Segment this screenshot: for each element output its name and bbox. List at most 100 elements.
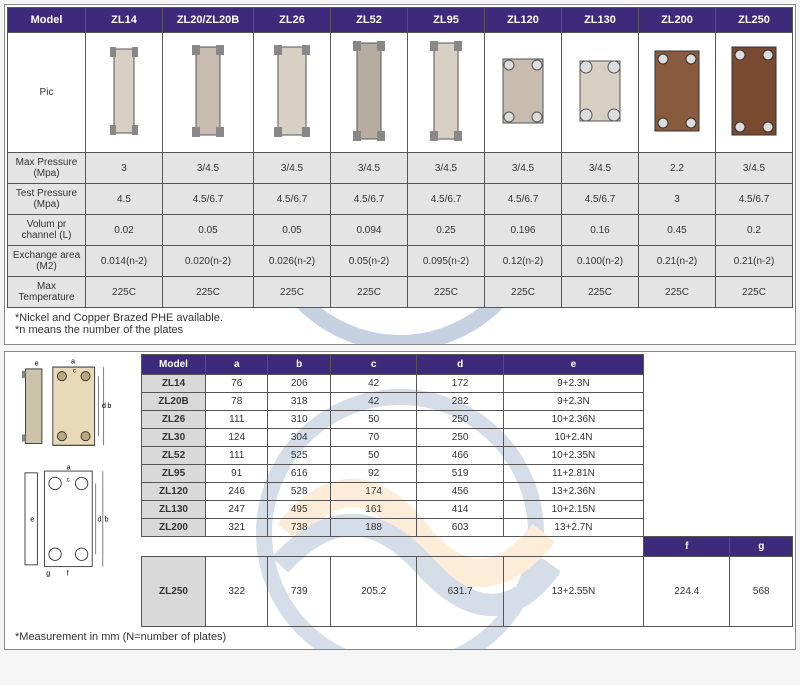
cell: 4.5/6.7 — [715, 184, 792, 215]
cell: 3/4.5 — [561, 153, 638, 184]
table-row: ZL20B78318422829+2.3N — [142, 393, 793, 411]
svg-text:e: e — [35, 358, 39, 367]
cell: 3/4.5 — [330, 153, 407, 184]
svg-text:d: d — [98, 517, 102, 524]
cell: 42 — [330, 375, 416, 393]
svg-text:a: a — [71, 358, 76, 365]
cell: 0.026(n-2) — [253, 246, 330, 277]
cell: 225C — [330, 277, 407, 308]
table-row: Max Temperature225C225C225C225C225C225C2… — [8, 277, 793, 308]
col-zl120: ZL120 — [484, 8, 561, 33]
cell: 4.5/6.7 — [253, 184, 330, 215]
heat-exchanger-icon — [266, 41, 318, 141]
cell: 3/4.5 — [715, 153, 792, 184]
cell: 2.2 — [638, 153, 715, 184]
svg-text:e: e — [30, 517, 34, 524]
spec-header-row: Model ZL14 ZL20/ZL20B ZL26 ZL52 ZL95 ZL1… — [8, 8, 793, 33]
svg-text:b: b — [107, 401, 111, 410]
cell: 10+2.36N — [503, 411, 643, 429]
cell: 10+2.35N — [503, 447, 643, 465]
col-zl200: ZL200 — [638, 8, 715, 33]
cell: 631.7 — [417, 557, 503, 627]
cell: 4.5/6.7 — [561, 184, 638, 215]
cell: 4.5/6.7 — [484, 184, 561, 215]
cell: 78 — [206, 393, 268, 411]
dim-col-g: g — [730, 537, 793, 557]
dim-model: ZL20B — [142, 393, 206, 411]
cell: 92 — [330, 465, 416, 483]
cell: 456 — [417, 483, 503, 501]
cell: 111 — [206, 447, 268, 465]
heat-exchanger-icon — [420, 41, 472, 141]
cell: 247 — [206, 501, 268, 519]
cell: 42 — [330, 393, 416, 411]
cell: 50 — [330, 447, 416, 465]
svg-text:g: g — [46, 570, 50, 577]
cell: 0.05 — [253, 215, 330, 246]
dim-header-row: Model a b c d e — [142, 355, 793, 375]
col-zl14: ZL14 — [86, 8, 163, 33]
cell: 3/4.5 — [253, 153, 330, 184]
cell: 13+2.7N — [503, 519, 643, 537]
cell: 0.25 — [407, 215, 484, 246]
row-label: Exchange area (M2) — [8, 246, 86, 277]
dimension-diagrams: e a c d b a c d b g f e — [7, 354, 137, 583]
cell: 3 — [86, 153, 163, 184]
dim-col-model: Model — [142, 355, 206, 375]
cell: 13+2.55N — [503, 557, 643, 627]
cell: 0.16 — [561, 215, 638, 246]
cell: 0.05 — [163, 215, 254, 246]
cell: 3/4.5 — [163, 153, 254, 184]
table-row: ZL261113105025010+2.36N — [142, 411, 793, 429]
cell: 0.45 — [638, 215, 715, 246]
cell: 0.21(n-2) — [715, 246, 792, 277]
cell: 172 — [417, 375, 503, 393]
table-row: ZL13024749516141410+2.15N — [142, 501, 793, 519]
cell: 3/4.5 — [484, 153, 561, 184]
heat-exchanger-icon — [343, 41, 395, 141]
cell: 528 — [268, 483, 330, 501]
cell: 250 — [417, 429, 503, 447]
dim-model: ZL250 — [142, 557, 206, 627]
cell: 111 — [206, 411, 268, 429]
cell: 414 — [417, 501, 503, 519]
dim-col-d: d — [417, 355, 503, 375]
table-row: ZL521115255046610+2.35N — [142, 447, 793, 465]
table-row: Exchange area (M2)0.014(n-2)0.020(n-2)0.… — [8, 246, 793, 277]
heat-exchanger-icon — [497, 41, 549, 141]
cell: 250 — [417, 411, 503, 429]
cell: 206 — [268, 375, 330, 393]
dim-col-a: a — [206, 355, 268, 375]
cell: 0.095(n-2) — [407, 246, 484, 277]
heat-exchanger-icon — [98, 41, 150, 141]
cell: 161 — [330, 501, 416, 519]
cell: 304 — [268, 429, 330, 447]
heat-exchanger-icon — [651, 41, 703, 141]
cell: 246 — [206, 483, 268, 501]
table-row: ZL95916169251911+2.81N — [142, 465, 793, 483]
cell: 9+2.3N — [503, 393, 643, 411]
table-row: ZL1476206421729+2.3N — [142, 375, 793, 393]
cell: 174 — [330, 483, 416, 501]
cell: 0.21(n-2) — [638, 246, 715, 277]
spec-table: Model ZL14 ZL20/ZL20B ZL26 ZL52 ZL95 ZL1… — [7, 7, 793, 308]
pic-zl95 — [407, 33, 484, 153]
dim-col-c: c — [330, 355, 416, 375]
dim-col-b: b — [268, 355, 330, 375]
row-label: Volum pr channel (L) — [8, 215, 86, 246]
cell: 4.5/6.7 — [407, 184, 484, 215]
pic-zl26 — [253, 33, 330, 153]
svg-text:b: b — [105, 517, 109, 524]
dim-model: ZL120 — [142, 483, 206, 501]
cell: 10+2.15N — [503, 501, 643, 519]
cell: 76 — [206, 375, 268, 393]
note-1: Nickel and Copper Brazed PHE available. — [15, 312, 785, 324]
col-zl26: ZL26 — [253, 8, 330, 33]
cell: 4.5 — [86, 184, 163, 215]
cell: 322 — [206, 557, 268, 627]
cell: 225C — [638, 277, 715, 308]
cell: 4.5/6.7 — [163, 184, 254, 215]
cell: 11+2.81N — [503, 465, 643, 483]
dim-model: ZL95 — [142, 465, 206, 483]
dim-model: ZL52 — [142, 447, 206, 465]
